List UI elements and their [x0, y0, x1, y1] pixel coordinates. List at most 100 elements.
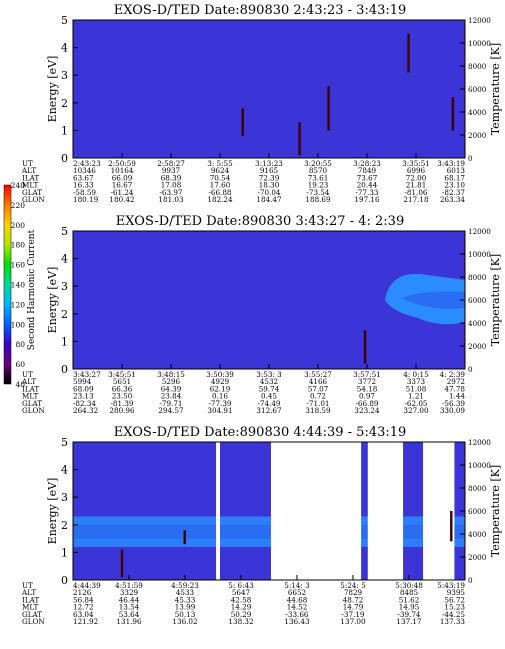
table-cell: 2972 [447, 377, 465, 386]
table-cell: 15.23 [444, 603, 465, 612]
table-cell: 5:43:19 [437, 581, 465, 590]
table-row-label: ILAT [22, 384, 39, 393]
y2-tick-label: 0 [468, 576, 473, 585]
table-row-label: GLON [22, 195, 45, 204]
table-cell: 2126 [73, 588, 92, 597]
colorbar-label: Second Harmonic Current [27, 229, 37, 350]
colorbar-tick-label: 200 [11, 221, 26, 230]
table-cell: 23.84 [161, 392, 182, 401]
table-cell: 21.81 [406, 181, 427, 190]
table-cell: 8485 [400, 588, 419, 597]
table-cell: -77.39 [208, 399, 231, 408]
y2-tick-label: 8000 [468, 273, 487, 282]
warm-ion-band-core [402, 291, 465, 309]
y2-tick-label: 2000 [468, 131, 487, 140]
table-cell: 137.17 [396, 617, 422, 626]
y2-tick-label: 10000 [468, 250, 491, 259]
y2-tick-label: 8000 [468, 484, 487, 493]
table-cell: -71.01 [306, 399, 329, 408]
table-cell: 63.67 [73, 173, 94, 182]
table-cell: 5:30:48 [395, 581, 423, 590]
y-tick-label: 4 [61, 253, 68, 266]
y2-tick-label: 6000 [468, 296, 487, 305]
table-cell: -77.33 [355, 188, 378, 197]
table-cell: 264.32 [73, 406, 98, 415]
table-cell: 46.44 [119, 595, 140, 604]
table-cell: 3:57:51 [353, 370, 381, 379]
table-cell: 5:14: 3 [284, 581, 310, 590]
table-cell: -62.05 [404, 399, 427, 408]
colorbar-tick-label: 100 [11, 320, 26, 329]
table-cell: 56.72 [444, 595, 465, 604]
table-cell: 5994 [73, 377, 92, 386]
table-cell: 5: 6:43 [228, 581, 254, 590]
table-cell: -37.19 [341, 610, 364, 619]
event-streak-1 [363, 330, 367, 364]
panel-3-plot-area [73, 442, 465, 580]
colorbar-tick-label: 240 [11, 181, 26, 190]
y-tick-label: 4 [61, 42, 68, 55]
table-cell: 3:28:23 [353, 159, 381, 168]
y-tick-label: 3 [61, 69, 68, 82]
data-gap-3 [367, 442, 404, 580]
table-cell: 180.19 [73, 195, 99, 204]
table-cell: 5647 [232, 588, 251, 597]
table-cell: -79.71 [159, 399, 182, 408]
table-cell: 45.33 [175, 595, 196, 604]
table-cell: 4:59:23 [171, 581, 199, 590]
table-cell: 136.02 [172, 617, 197, 626]
y-tick-label: 5 [61, 225, 68, 238]
table-cell: 66.09 [112, 173, 133, 182]
table-cell: 10164 [111, 166, 134, 175]
panel-1-y2label: Temperature [K] [489, 43, 502, 135]
y2-tick-label: 10000 [468, 461, 491, 470]
y2-tick-label: 10000 [468, 39, 491, 48]
data-gap-2 [270, 442, 362, 580]
table-row-label: ALT [21, 166, 36, 175]
table-cell: 12.72 [73, 603, 94, 612]
table-cell: -61.24 [110, 188, 133, 197]
table-cell: 23.13 [73, 392, 94, 401]
y-tick-label: 5 [61, 14, 68, 27]
event-streak-1 [120, 549, 124, 578]
table-cell: 57.07 [308, 384, 329, 393]
table-cell: 72.39 [259, 173, 280, 182]
table-cell: 3:43:27 [73, 370, 101, 379]
table-cell: 23.50 [112, 392, 133, 401]
panel-1-title: EXOS-D/TED Date:890830 2:43:23 - 3:43:19 [114, 3, 407, 18]
table-row-label: UT [22, 159, 33, 168]
table-cell: 327.00 [403, 406, 429, 415]
event-streak-3 [450, 511, 453, 542]
colorbar-tick-label: 160 [11, 261, 26, 270]
table-row-label: GLAT [22, 188, 42, 197]
colorbar-tick-label: 80 [15, 340, 25, 349]
table-cell: 197.16 [354, 195, 380, 204]
table-cell: 180.42 [109, 195, 134, 204]
colorbar-gradient [3, 184, 12, 385]
table-cell: -74.49 [257, 399, 280, 408]
table-cell: 263.34 [440, 195, 466, 204]
table-cell: -81.06 [404, 188, 427, 197]
data-gap-1 [216, 442, 220, 580]
table-cell: 9395 [447, 588, 466, 597]
table-cell: 73.67 [357, 173, 378, 182]
y2-tick-label: 12000 [468, 16, 491, 25]
table-cell: 137.33 [440, 617, 466, 626]
y-tick-label: 0 [61, 574, 68, 587]
table-cell: 4: 2:39 [440, 370, 466, 379]
panel-2: EXOS-D/TED Date:890830 3:43:27 - 4: 2:39… [21, 214, 502, 415]
table-cell: 1.21 [408, 392, 424, 401]
panel-1-plot-area [73, 20, 465, 158]
table-cell: 9937 [162, 166, 181, 175]
colorbar-tick-label: 180 [11, 241, 26, 250]
table-cell: 138.32 [228, 617, 253, 626]
table-cell: 48.72 [343, 595, 364, 604]
table-row-label: MLT [22, 181, 39, 190]
table-cell: -39.74 [397, 610, 420, 619]
y2-tick-label: 4000 [468, 108, 487, 117]
table-cell: 20.44 [357, 181, 378, 190]
table-cell: 16.33 [73, 181, 94, 190]
ion-band-core [73, 524, 465, 539]
y2-tick-label: 12000 [468, 438, 491, 447]
table-cell: 4929 [211, 377, 230, 386]
